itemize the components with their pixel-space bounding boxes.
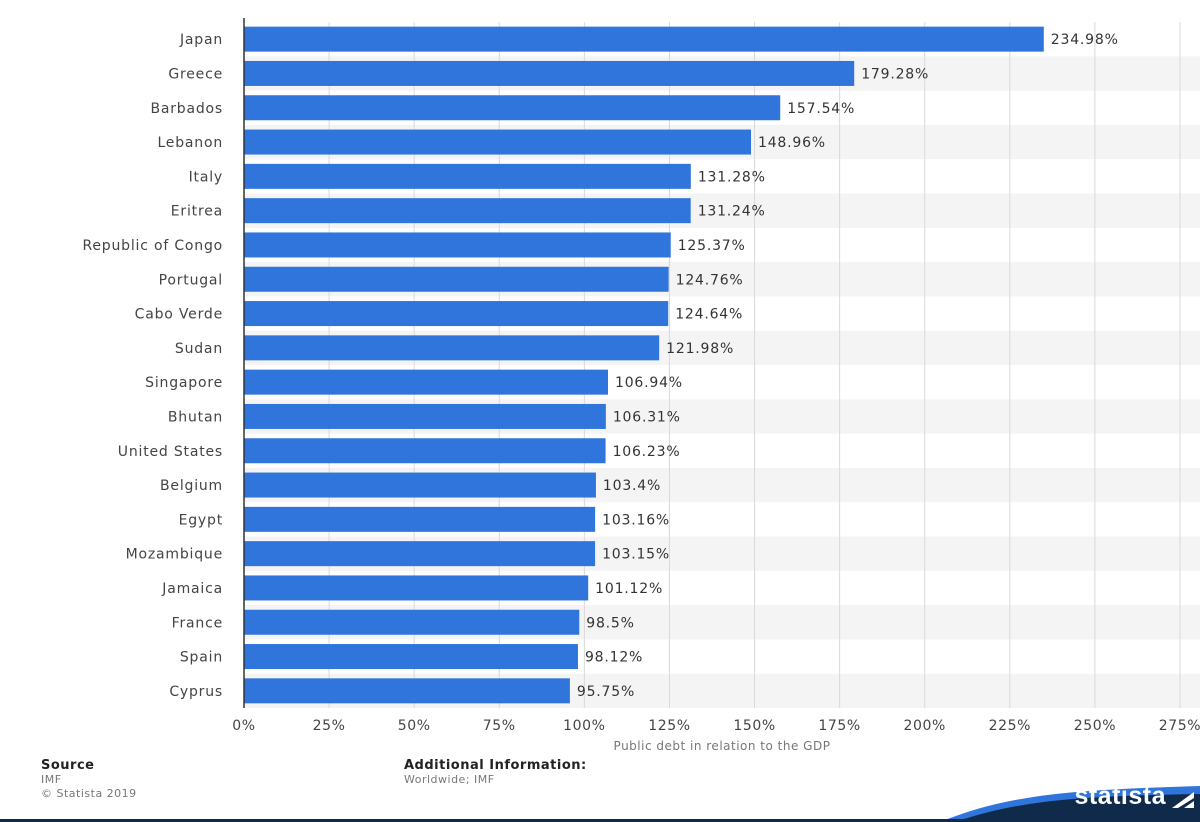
category-label: United States	[118, 444, 223, 460]
bar-united-states	[244, 438, 606, 464]
category-label: Italy	[189, 169, 223, 185]
value-labels: 234.98% 179.28% 157.54% 148.96% 131.28% 131.2…	[577, 32, 1119, 700]
value-label: 101.12%	[595, 581, 663, 597]
bar-barbados	[244, 95, 781, 121]
category-label: Singapore	[145, 375, 223, 391]
value-label: 103.16%	[602, 512, 670, 528]
x-tick-label: 25%	[313, 718, 346, 734]
category-label: Cyprus	[169, 684, 223, 700]
value-label: 157.54%	[787, 101, 855, 117]
category-label: Belgium	[160, 478, 223, 494]
category-labels: Japan Greece Barbados Lebanon Italy Eritrea Re…	[83, 32, 224, 700]
value-label: 98.5%	[586, 615, 634, 631]
bar-sudan	[244, 335, 660, 361]
x-tick-label: 100%	[563, 718, 605, 734]
category-label: Portugal	[159, 272, 223, 288]
bar-france	[244, 609, 580, 635]
additional-info-text: Worldwide; IMF	[404, 773, 495, 786]
x-tick-label: 225%	[989, 718, 1031, 734]
source-block: Source IMF © Statista 2019	[41, 758, 137, 801]
copyright: © Statista 2019	[41, 787, 137, 800]
x-tick-labels: 0% 25% 50% 75% 100% 125% 150% 175% 200% 225% 250% 2…	[232, 718, 1200, 734]
bar-cabo-verde	[244, 301, 669, 327]
category-label: Lebanon	[157, 135, 223, 151]
category-label: Eritrea	[171, 204, 223, 220]
category-label: Egypt	[179, 512, 223, 528]
bar-bhutan	[244, 403, 606, 429]
bar-singapore	[244, 369, 608, 395]
bar-cyprus	[244, 678, 570, 704]
logo-text: statista	[1074, 782, 1166, 810]
x-tick-label: 125%	[648, 718, 690, 734]
value-label: 98.12%	[585, 650, 643, 666]
value-label: 125.37%	[678, 238, 746, 254]
bar-jamaica	[244, 575, 589, 601]
bar-mozambique	[244, 541, 596, 567]
value-label: 148.96%	[758, 135, 826, 151]
category-label: Greece	[168, 66, 223, 82]
value-label: 95.75%	[577, 684, 635, 700]
category-label: France	[172, 615, 223, 631]
bar-chart: Japan Greece Barbados Lebanon Italy Eritrea Re…	[83, 18, 1200, 750]
x-tick-label: 200%	[904, 718, 946, 734]
bar-spain	[244, 644, 578, 670]
value-label: 106.23%	[613, 444, 681, 460]
value-label: 234.98%	[1051, 32, 1119, 48]
x-axis-title: Public debt in relation to the GDP	[614, 739, 831, 750]
bar-belgium	[244, 472, 596, 498]
additional-info-heading: Additional Information:	[404, 758, 587, 773]
category-label: Mozambique	[126, 547, 223, 563]
category-label: Japan	[179, 32, 223, 48]
bar-italy	[244, 163, 691, 189]
category-label: Spain	[180, 650, 223, 666]
category-label: Jamaica	[161, 581, 223, 597]
x-tick-label: 275%	[1159, 718, 1200, 734]
value-label: 103.4%	[603, 478, 661, 494]
value-label: 124.76%	[676, 272, 744, 288]
value-label: 179.28%	[861, 66, 929, 82]
bar-eritrea	[244, 198, 691, 224]
source-heading: Source	[41, 758, 95, 773]
bar-greece	[244, 60, 855, 86]
value-label: 121.98%	[666, 341, 734, 357]
category-label: Cabo Verde	[135, 307, 223, 323]
bar-portugal	[244, 266, 669, 292]
value-label: 106.31%	[613, 409, 681, 425]
category-label: Bhutan	[168, 409, 223, 425]
bar-republic-of-congo	[244, 232, 671, 258]
bars	[244, 26, 1044, 704]
bar-lebanon	[244, 129, 752, 155]
bar-egypt	[244, 506, 596, 532]
x-tick-label: 50%	[398, 718, 431, 734]
additional-info-block: Additional Information: Worldwide; IMF	[404, 758, 587, 787]
value-label: 131.28%	[698, 169, 766, 185]
x-tick-label: 150%	[733, 718, 775, 734]
value-label: 103.15%	[602, 547, 670, 563]
logo-wave	[940, 786, 1200, 822]
x-tick-label: 175%	[818, 718, 860, 734]
value-label: 106.94%	[615, 375, 683, 391]
bar-japan	[244, 26, 1044, 52]
category-label: Sudan	[175, 341, 223, 357]
statista-logo[interactable]: statista	[900, 772, 1200, 822]
bottom-rule	[0, 819, 1200, 822]
logo-mark-icon	[1172, 792, 1194, 808]
value-label: 131.24%	[698, 204, 766, 220]
x-tick-label: 250%	[1074, 718, 1116, 734]
category-label: Barbados	[150, 101, 223, 117]
source-name: IMF	[41, 773, 62, 786]
x-tick-label: 0%	[232, 718, 255, 734]
category-label: Republic of Congo	[83, 238, 224, 254]
value-label: 124.64%	[675, 307, 743, 323]
x-tick-label: 75%	[483, 718, 516, 734]
